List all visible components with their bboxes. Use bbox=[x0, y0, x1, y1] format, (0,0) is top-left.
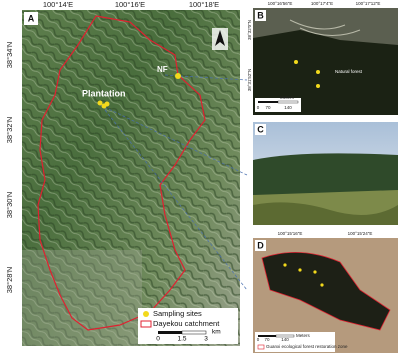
y-tick-label: 38°31'52"N bbox=[247, 69, 252, 92]
leader-line bbox=[99, 104, 248, 176]
scale-label: 140 bbox=[281, 337, 289, 342]
leader-line bbox=[164, 74, 248, 81]
scale-label: 140 bbox=[284, 105, 292, 110]
x-tick-label: 100°17'12"E bbox=[356, 1, 381, 6]
bare-slopes bbox=[22, 250, 142, 346]
y-tick-label: 38°30'N bbox=[5, 192, 14, 219]
x-tick-label: 100°16'56"E bbox=[268, 1, 293, 6]
scale-label: 0 bbox=[257, 105, 260, 110]
panel-label: A bbox=[28, 13, 35, 23]
scale-unit: km bbox=[212, 329, 221, 336]
sampling-site bbox=[104, 101, 110, 107]
scale-label: 1.5 bbox=[177, 336, 186, 343]
x-tick-label: 100°18'E bbox=[189, 0, 219, 9]
y-tick-label: 38°28'N bbox=[5, 267, 14, 294]
x-tick-label: 100°15'24"E bbox=[348, 231, 373, 236]
leader-line bbox=[104, 109, 248, 291]
scale-label: 0 bbox=[156, 336, 160, 343]
scale-label: 0 bbox=[257, 337, 260, 342]
scale-label: 70 bbox=[264, 337, 270, 342]
x-tick-label: 100°16'E bbox=[115, 0, 145, 9]
scale-label: 3 bbox=[204, 336, 208, 343]
north-arrow bbox=[212, 28, 228, 50]
x-tick-label: 100°15'16"E bbox=[278, 231, 303, 236]
panel-label: C bbox=[257, 124, 264, 134]
x-tick-label: 100°17'4"E bbox=[311, 1, 333, 6]
label-box bbox=[24, 12, 38, 25]
y-tick-label: 38°32'0"N bbox=[247, 20, 252, 40]
panel-label: D bbox=[257, 240, 264, 250]
site-label: NF bbox=[157, 65, 168, 74]
x-tick-label: 100°14'E bbox=[43, 0, 73, 9]
panel-b: Natural forest B 100°16'56"E 100°17'4"E … bbox=[247, 1, 398, 115]
scale-unit: Meters bbox=[296, 333, 311, 338]
panel-a: NF Plantation A 100°14'E 100°16'E 100°18… bbox=[5, 0, 248, 346]
scale-unit: Meters bbox=[280, 95, 295, 100]
y-tick-label: 38°34'N bbox=[5, 42, 14, 69]
panel-c: C bbox=[253, 122, 398, 225]
sampling-site bbox=[97, 100, 103, 106]
legend-entry: Sampling sites bbox=[153, 309, 202, 318]
site-label: Plantation bbox=[82, 88, 126, 98]
sampling-site bbox=[175, 73, 181, 79]
legend-entry: Dayekou catchment bbox=[153, 319, 220, 328]
legend: Sampling sites Dayekou catchment 0 1.5 3… bbox=[138, 308, 238, 344]
panel-d: D 100°15'16"E 100°15'24"E 0 70 140 Meter… bbox=[253, 231, 398, 353]
scale-label: 70 bbox=[265, 105, 271, 110]
annotation: Natural forest bbox=[335, 69, 363, 74]
legend-box bbox=[138, 308, 238, 344]
legend-entry: Guanxi ecological forest restoration zon… bbox=[266, 344, 348, 349]
y-tick-label: 38°32'N bbox=[5, 117, 14, 144]
panel-label: B bbox=[257, 10, 264, 20]
